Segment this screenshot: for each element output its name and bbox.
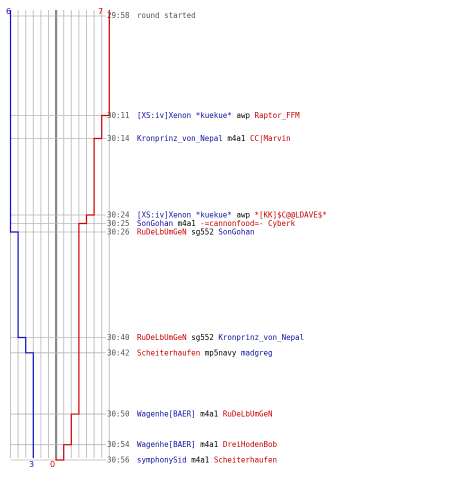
event-killer: Wagenhe[BAER]: [137, 440, 196, 449]
event-victim: -=cannonfood=- Cyberk: [200, 219, 295, 228]
event-row: 30:42 Scheiterhaufen mp5navy madgreg: [107, 348, 273, 357]
event-victim: RuDeLbUmGeN: [223, 410, 273, 419]
event-victim: madgreg: [241, 348, 273, 357]
player-count-steps: [9, 10, 110, 461]
event-time: 30:25: [107, 219, 130, 228]
event-killer: RuDeLbUmGeN: [137, 333, 187, 342]
event-time: 30:50: [107, 410, 130, 419]
event-weapon: m4a1: [178, 219, 196, 228]
event-killer: Scheiterhaufen: [137, 348, 200, 357]
event-time: 30:40: [107, 333, 130, 342]
event-weapon: sg552: [191, 228, 214, 237]
event-time: 30:26: [107, 228, 130, 237]
event-row: 30:11 [XS:iv]Xenon *kuekue* awp Raptor_FFM: [107, 111, 300, 120]
event-victim: Scheiterhaufen: [214, 456, 277, 465]
blue-team-step-line: [9, 10, 34, 458]
event-weapon: m4a1: [227, 134, 245, 143]
event-time: 30:11: [107, 111, 130, 120]
event-row: 30:40 RuDeLbUmGeN sg552 Kronprinz_von_Nepal: [107, 333, 304, 342]
event-killer: RuDeLbUmGeN: [137, 228, 187, 237]
event-time: 30:56: [107, 456, 130, 465]
event-weapon: awp: [236, 111, 250, 120]
event-weapon: m4a1: [191, 456, 209, 465]
event-victim: DreiHodenBob: [223, 440, 278, 449]
red-start-score: 7: [98, 7, 103, 16]
event-killer: Kronprinz_von_Nepal: [137, 134, 223, 143]
event-row: 30:56 symphonySid m4a1 Scheiterhaufen: [107, 456, 277, 465]
event-weapon: mp5navy: [205, 348, 237, 357]
event-row: 30:14 Kronprinz_von_Nepal m4a1 CC|Marvin: [107, 134, 291, 143]
grid-lines: [10, 10, 110, 458]
blue-start-score: 6: [6, 7, 11, 16]
event-killer: [XS:iv]Xenon *kuekue*: [137, 111, 232, 120]
event-victim: Raptor_FFM: [255, 111, 301, 120]
event-row: 30:50 Wagenhe[BAER] m4a1 RuDeLbUmGeN: [107, 410, 273, 419]
event-weapon: awp: [236, 211, 250, 220]
event-victim: CC|Marvin: [250, 134, 291, 143]
event-killer: SonGohan: [137, 219, 173, 228]
event-log: 30:11 [XS:iv]Xenon *kuekue* awp Raptor_FFM3…: [107, 111, 327, 464]
red-team-step-line: [55, 10, 110, 461]
header-time: 29:58: [107, 11, 130, 20]
event-killer: Wagenhe[BAER]: [137, 410, 196, 419]
event-row: 30:54 Wagenhe[BAER] m4a1 DreiHodenBob: [107, 440, 278, 449]
event-victim: Kronprinz_von_Nepal: [218, 333, 304, 342]
event-victim: SonGohan: [218, 228, 254, 237]
event-time: 30:14: [107, 134, 130, 143]
event-killer: [XS:iv]Xenon *kuekue*: [137, 211, 232, 220]
event-time: 30:54: [107, 440, 130, 449]
event-victim: *[KK]$C@@LDAVE$*: [255, 211, 327, 220]
event-weapon: m4a1: [200, 440, 218, 449]
red-end-score: 0: [50, 460, 55, 469]
event-time: 30:24: [107, 211, 130, 220]
event-weapon: m4a1: [200, 410, 218, 419]
event-time: 30:42: [107, 348, 130, 357]
header-text: round started: [137, 11, 196, 20]
header-row: 29:58 round started: [107, 11, 196, 20]
event-guides: [10, 15, 106, 461]
event-row: 30:25 SonGohan m4a1 -=cannonfood=- Cyberk: [107, 219, 296, 228]
event-weapon: sg552: [191, 333, 214, 342]
event-killer: symphonySid: [137, 456, 187, 465]
event-row: 30:24 [XS:iv]Xenon *kuekue* awp *[KK]$C@@LD…: [107, 211, 327, 220]
blue-end-score: 3: [29, 460, 34, 469]
event-row: 30:26 RuDeLbUmGeN sg552 SonGohan: [107, 228, 254, 237]
